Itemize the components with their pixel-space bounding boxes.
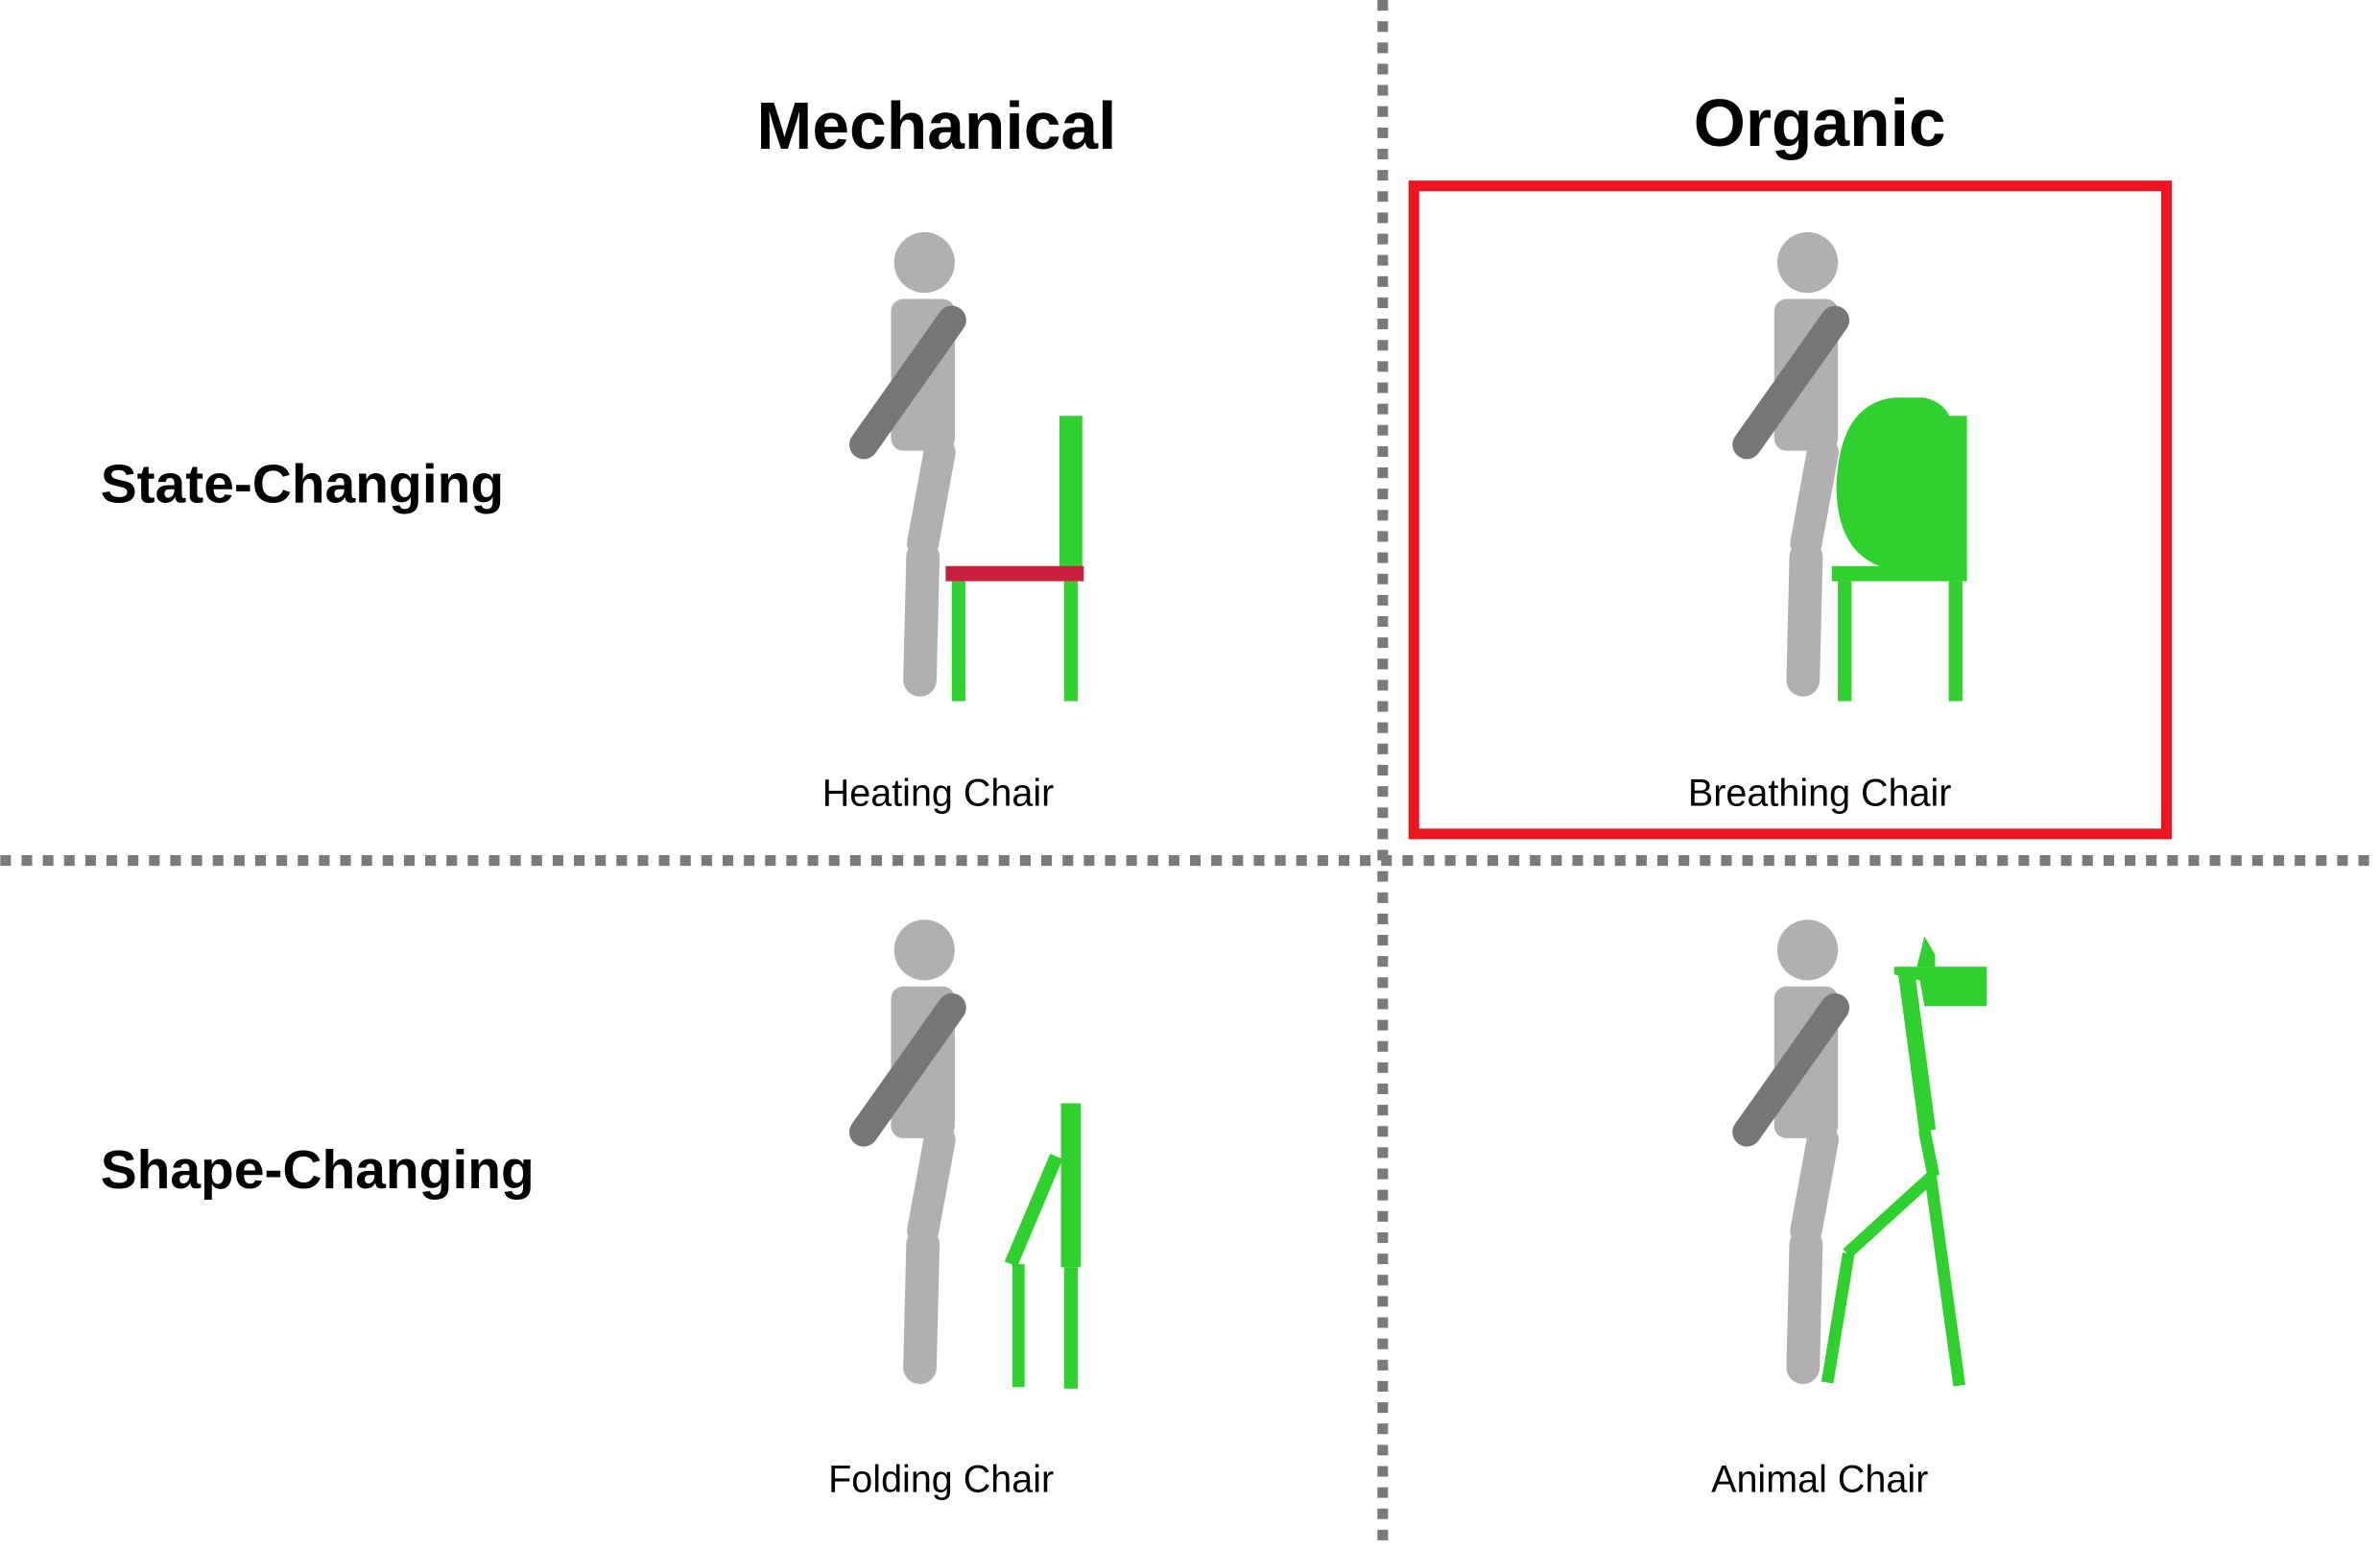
heating-chair-icon: [945, 416, 1084, 702]
folding-chair-illustration: [864, 919, 1082, 1389]
person-figure: [864, 232, 955, 680]
breathing-chair-illustration: [1747, 232, 1967, 702]
row-header-shape-changing: Shape-Changing: [101, 1139, 535, 1201]
animal-chair-illustration: [1747, 919, 1987, 1387]
caption-folding-chair: Folding Chair: [828, 1458, 1054, 1500]
column-header-mechanical: Mechanical: [756, 88, 1116, 163]
caption-animal-chair: Animal Chair: [1711, 1458, 1928, 1500]
animal-head: [1893, 966, 1987, 1007]
caption-heating-chair: Heating Chair: [822, 773, 1055, 815]
breathing-chair-icon: [1831, 397, 1967, 702]
animal-chair-icon: [1821, 936, 1987, 1387]
folding-chair-icon: [1004, 1103, 1082, 1389]
animal-ear: [1916, 936, 1936, 967]
row-header-state-changing: State-Changing: [101, 453, 504, 514]
heated-seat: [945, 565, 1084, 582]
caption-breathing-chair: Breathing Chair: [1688, 773, 1952, 815]
highlight-frame: [1408, 180, 2173, 840]
person-figure: [1747, 232, 1838, 680]
person-figure: [1747, 919, 1838, 1367]
column-header-organic: Organic: [1694, 85, 1946, 160]
heating-chair-illustration: [864, 232, 1084, 702]
person-figure: [864, 919, 955, 1367]
inflated-backrest: [1836, 397, 1952, 571]
